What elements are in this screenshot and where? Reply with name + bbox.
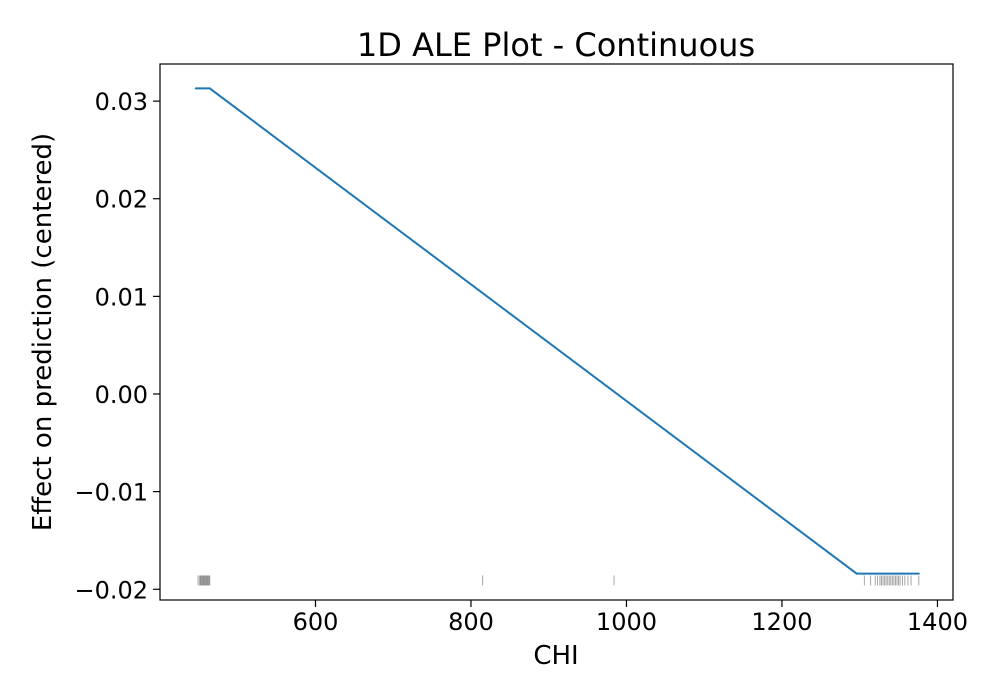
x-axis: 600 800 1000 1200 1400 (293, 600, 968, 636)
ale-line (195, 87, 919, 575)
x-tick-label: 1400 (907, 608, 968, 636)
x-tick-label: 600 (293, 608, 339, 636)
rug-layer (197, 575, 920, 586)
y-axis: −0.02 −0.01 0.00 0.01 0.02 0.03 (74, 88, 160, 604)
ale-point (917, 572, 920, 575)
ale-point (194, 87, 197, 90)
x-tick-label: 1200 (751, 608, 812, 636)
y-tick-label: 0.03 (95, 88, 148, 116)
x-tick-label: 800 (448, 608, 494, 636)
plot-frame (159, 63, 954, 601)
series-layer (194, 87, 920, 575)
y-tick-label: 0.01 (95, 283, 148, 311)
y-tick-label: −0.01 (74, 479, 148, 507)
y-tick-label: 0.00 (95, 381, 148, 409)
ale-point (208, 87, 211, 90)
x-tick-label: 1000 (596, 608, 657, 636)
y-axis-label: Effect on prediction (centered) (28, 133, 58, 531)
x-axis-label: CHI (533, 641, 578, 671)
chart-title: 1D ALE Plot - Continuous (357, 26, 755, 64)
y-tick-label: −0.02 (74, 576, 148, 604)
y-tick-label: 0.02 (95, 186, 148, 214)
ale-point (855, 572, 858, 575)
